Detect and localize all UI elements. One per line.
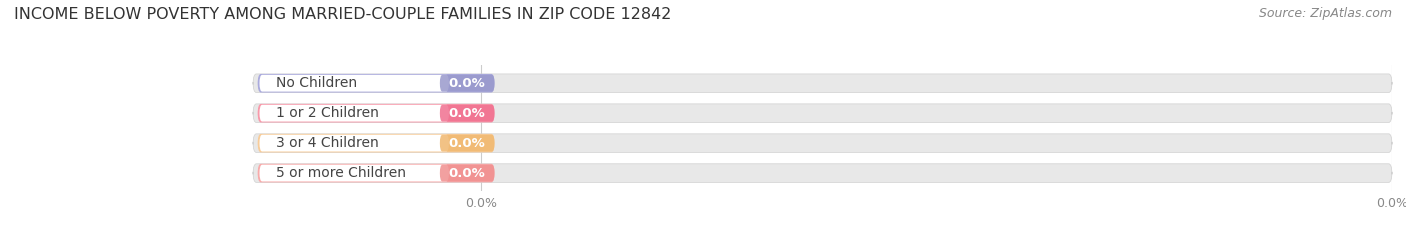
Text: 0.0%: 0.0% [449, 107, 485, 120]
FancyBboxPatch shape [440, 75, 495, 92]
Text: Source: ZipAtlas.com: Source: ZipAtlas.com [1258, 7, 1392, 20]
FancyBboxPatch shape [440, 165, 495, 182]
FancyBboxPatch shape [257, 134, 495, 152]
FancyBboxPatch shape [260, 165, 449, 182]
FancyBboxPatch shape [260, 105, 449, 122]
FancyBboxPatch shape [257, 74, 495, 93]
Text: 5 or more Children: 5 or more Children [276, 166, 406, 180]
Text: 3 or 4 Children: 3 or 4 Children [276, 136, 378, 150]
Text: 0.0%: 0.0% [449, 137, 485, 150]
Text: INCOME BELOW POVERTY AMONG MARRIED-COUPLE FAMILIES IN ZIP CODE 12842: INCOME BELOW POVERTY AMONG MARRIED-COUPL… [14, 7, 672, 22]
Text: No Children: No Children [276, 76, 357, 90]
FancyBboxPatch shape [257, 164, 495, 182]
FancyBboxPatch shape [253, 104, 1392, 123]
FancyBboxPatch shape [440, 135, 495, 151]
FancyBboxPatch shape [260, 75, 449, 92]
FancyBboxPatch shape [257, 104, 495, 123]
FancyBboxPatch shape [440, 105, 495, 122]
FancyBboxPatch shape [260, 135, 449, 151]
FancyBboxPatch shape [253, 134, 1392, 152]
Text: 0.0%: 0.0% [449, 77, 485, 90]
Text: 0.0%: 0.0% [449, 167, 485, 180]
FancyBboxPatch shape [253, 74, 1392, 93]
FancyBboxPatch shape [253, 164, 1392, 182]
Text: 1 or 2 Children: 1 or 2 Children [276, 106, 378, 120]
